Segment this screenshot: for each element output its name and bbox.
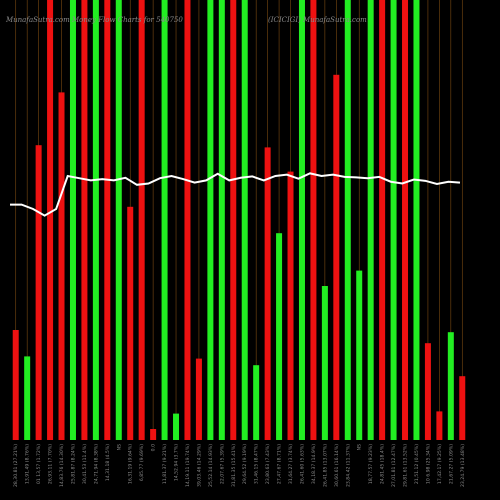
bar-down	[287, 171, 294, 440]
bars	[12, 0, 466, 441]
x-tick-label: 23,80.63 (7.43%)	[265, 444, 271, 484]
x-tick-label: 11,81.37 (9.21%)	[162, 444, 168, 484]
x-tick-label: 14,31.18 (4.5%)	[105, 444, 111, 481]
chart-title-left: MunafaSutra.com Money Flow Charts for 54…	[5, 16, 183, 24]
bar-up	[367, 0, 374, 440]
bar-up	[241, 0, 248, 440]
x-tick-label: 14,19.11 (19.74%)	[185, 444, 191, 487]
x-tick-label: 18,77.57 (9.23%)	[368, 444, 374, 484]
bar-down	[436, 411, 443, 440]
x-tick-label: 26,41.85 (13.07%)	[322, 444, 328, 487]
x-tick-label: 21,51.12 (0.45%)	[414, 444, 420, 484]
bar-up	[24, 356, 31, 440]
bar-down	[47, 0, 54, 440]
x-axis-labels: 28,30.81 (27.21%) 13,91.49 (8.76%) 01 13,5…	[13, 444, 466, 487]
bar-up	[253, 365, 260, 440]
x-tick-label: 14,83.76 (14.30%)	[59, 444, 65, 487]
bar-down	[195, 358, 202, 440]
x-tick-label: 24,71.94 (8.38%)	[93, 444, 99, 484]
x-tick-label: 14,52.94 (3.7%)	[174, 444, 180, 481]
bar-down	[12, 330, 19, 440]
bar-up	[390, 0, 397, 440]
x-tick-label: 39,03.46 (14.29%)	[196, 444, 202, 487]
x-tick-label: 22,07.67 (5.39%)	[219, 444, 225, 484]
x-tick-label: 27,47.67 (8.71%)	[277, 444, 283, 484]
bar-down	[104, 0, 111, 440]
x-tick-label: 30,41.53 (11.4%)	[82, 444, 88, 484]
x-tick-label: 17,42.17 (9.25%)	[437, 444, 443, 484]
x-tick-label: NS	[116, 444, 122, 450]
bar-up	[298, 0, 305, 440]
x-tick-label: 13,91.49 (8.76%)	[25, 444, 31, 484]
bar-down	[402, 0, 409, 440]
x-tick-label: 26,93.11 (7.70%)	[48, 444, 54, 484]
x-tick-label: 29,64.52 (9.19%)	[242, 444, 248, 484]
money-flow-line	[10, 172, 461, 217]
bar-up	[173, 413, 180, 440]
chart-title-right: (ICICIGI) MunafaSutra.com	[268, 16, 367, 24]
bar-up	[356, 270, 363, 440]
bar-up	[447, 332, 454, 440]
x-tick-label: 31,64.27 (3.74%)	[288, 444, 294, 484]
bar-up	[344, 0, 351, 440]
bar-up	[218, 0, 225, 440]
bar-down	[230, 0, 237, 440]
bar-down	[58, 92, 65, 441]
bar-down	[264, 147, 271, 440]
bar-up	[207, 0, 214, 440]
bar-down	[379, 0, 386, 440]
bar-down	[184, 0, 191, 440]
bar-down	[138, 0, 145, 440]
x-tick-label: 29,81.61 (13.52%)	[403, 444, 409, 487]
bar-down	[127, 206, 134, 440]
x-tick-label: 31,46.15 (8.47%)	[254, 444, 260, 484]
bar-down	[424, 343, 431, 440]
bar-down	[35, 145, 42, 440]
x-tick-label: 25,52.14 (14.93%)	[208, 444, 214, 487]
x-tick-label: 16,31.19 (9.64%)	[128, 444, 134, 484]
bar-down	[150, 429, 157, 440]
bar-down	[459, 376, 466, 440]
x-tick-label: 01 13,57 (1.72%)	[36, 444, 42, 484]
x-tick-label: 34,18.37 (14.9%)	[311, 444, 317, 484]
x-tick-label: 23,24.79 (13.48%)	[460, 444, 466, 487]
x-tick-label: 10 6.98 (25.34%)	[425, 444, 431, 484]
x-tick-label: 23,84.42 (11.37%)	[345, 444, 351, 487]
x-tick-label: 31,81.35 (15.41%)	[231, 444, 237, 487]
bar-up	[276, 233, 283, 440]
bar-up	[413, 0, 420, 440]
x-tick-label: 26,41.60 (5.63%)	[299, 444, 305, 484]
x-tick-label: 24,81.45 (18.4%)	[380, 444, 386, 484]
x-tick-label: 30,60.61 (16.14%)	[334, 444, 340, 487]
bar-up	[115, 0, 122, 440]
x-tick-label: 0.0	[151, 444, 157, 451]
x-tick-label: 27,01.81 (12.47%)	[391, 444, 397, 487]
bar-down	[81, 0, 88, 440]
x-tick-label: 25,81.87 (8.24%)	[70, 444, 76, 484]
x-tick-label: 21,67.27 (5.09%)	[448, 444, 454, 484]
bar-down	[310, 0, 317, 440]
bar-down	[333, 74, 340, 441]
x-tick-label: NS	[357, 444, 363, 450]
bar-up	[92, 0, 99, 440]
bar-up	[69, 0, 76, 440]
bar-up	[321, 286, 328, 440]
x-tick-label: 6,85.77 (9.69%)	[139, 444, 145, 481]
x-tick-label: 28,30.81 (27.21%)	[13, 444, 19, 487]
bar-up	[161, 0, 168, 440]
